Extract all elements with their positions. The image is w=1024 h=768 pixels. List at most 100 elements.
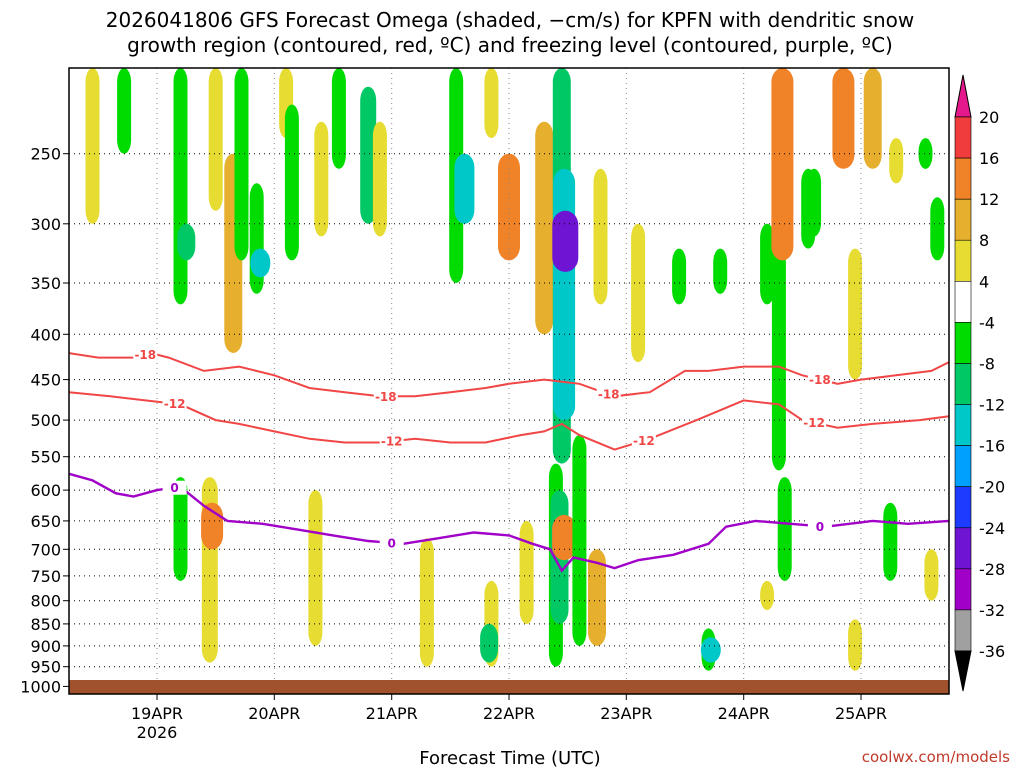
omega-feature-31 [807, 168, 822, 237]
omega-feature-36 [918, 138, 933, 169]
contour-label-bg [596, 387, 621, 402]
omega-feature-8 [250, 248, 271, 278]
colorbar-label-0: 20 [979, 108, 999, 127]
omega-feature-49 [572, 435, 587, 646]
y-tick-label-400: 400 [30, 325, 61, 344]
omega-feature-41 [308, 490, 323, 646]
y-tick-label-650: 650 [30, 512, 61, 531]
omega-feature-11 [314, 121, 329, 237]
colorbar-top-arrow [954, 74, 972, 118]
contour-label-bg [802, 415, 827, 430]
contour-label-1-0: -12 [164, 397, 186, 411]
contour-label-bg [807, 519, 832, 534]
ground-surface [69, 680, 949, 694]
colorbar-bin-9 [954, 486, 972, 529]
x-tick-label-24APR: 24APR [718, 704, 770, 723]
y-axis-ticks: 250 300 350 400 450 500 550 600 650 700 750 800 850 9… [20, 145, 69, 696]
grid-lines [69, 68, 949, 694]
y-tick-label-850: 850 [30, 615, 61, 634]
colorbar-label-9: -20 [979, 478, 1005, 497]
omega-feature-56 [883, 502, 898, 581]
y-tick-label-550: 550 [30, 448, 61, 467]
colorbar: 20 16 12 8 4 -4 -8 -12 -16 -20 -24 -28 -32 -36 [954, 74, 1005, 692]
contour-label-bg [162, 396, 187, 411]
contour-label-bg [379, 434, 404, 449]
colorbar-label-8: -16 [979, 437, 1005, 456]
contour-label-2-0: 0 [170, 481, 178, 495]
y-tick-label-500: 500 [30, 411, 61, 430]
omega-feature-6 [234, 68, 249, 261]
chart-title-line-2: growth region (contoured, red, ºC) and f… [127, 33, 893, 57]
contour-label-0-3: -18 [809, 373, 831, 387]
colorbar-bin-10 [954, 527, 972, 570]
y-tick-label-950: 950 [30, 658, 61, 677]
x-tick-label-19APR: 19APR [131, 704, 183, 723]
omega-feature-42 [419, 538, 434, 667]
omega-feature-44 [480, 623, 499, 663]
omega-feature-13 [360, 86, 377, 224]
y-tick-label-1000: 1000 [20, 677, 61, 696]
y-tick-label-350: 350 [30, 274, 61, 293]
omega-feature-12 [331, 68, 346, 169]
x-tick-label-25APR: 25APR [835, 704, 887, 723]
contour-label-2-1: 0 [388, 536, 396, 550]
contour-label-bg [373, 389, 398, 404]
colorbar-bin-12 [954, 609, 972, 652]
omega-feature-50 [588, 549, 606, 646]
colorbar-bottom-arrow [954, 650, 972, 692]
y-tick-label-250: 250 [30, 145, 61, 164]
x-axis-label: Forecast Time (UTC) [419, 748, 600, 768]
contour-label-1-1: -12 [381, 435, 403, 449]
contour-label-0-0: -18 [134, 348, 156, 362]
omega-feature-23 [593, 168, 608, 305]
colorbar-label-1: 16 [979, 149, 999, 168]
omega-feature-3 [177, 223, 196, 261]
chart-title-line-1: 2026041806 GFS Forecast Omega (shaded, −… [106, 8, 915, 32]
contour-label-0-2: -18 [598, 388, 620, 402]
colorbar-bin-5 [954, 322, 972, 364]
colorbar-label-12: -32 [979, 601, 1005, 620]
omega-feature-55 [848, 619, 863, 671]
colorbar-bin-1 [954, 157, 972, 200]
omega-feature-54 [760, 580, 775, 611]
colorbar-label-2: 12 [979, 190, 999, 209]
colorbar-bin-8 [954, 445, 972, 488]
contour-label-0-1: -18 [375, 390, 397, 404]
omega-feature-57 [924, 549, 939, 601]
colorbar-label-6: -8 [979, 355, 995, 374]
y-tick-label-900: 900 [30, 637, 61, 656]
omega-feature-2 [173, 68, 188, 305]
omega-feature-18 [498, 153, 520, 261]
contour-label-bg [379, 535, 404, 550]
x-tick-sublabel: 2026 [137, 723, 178, 742]
omega-feature-53 [777, 477, 792, 581]
contour-label-1-3: -12 [803, 416, 825, 430]
colorbar-label-3: 8 [979, 231, 989, 250]
colorbar-bin-11 [954, 568, 972, 611]
colorbar-label-11: -28 [979, 560, 1005, 579]
omega-feature-28 [771, 248, 786, 471]
x-tick-label-22APR: 22APR [483, 704, 535, 723]
y-tick-label-750: 750 [30, 567, 61, 586]
omega-feature-10 [284, 104, 299, 261]
colorbar-label-13: -36 [979, 642, 1005, 661]
omega-feature-29 [771, 68, 794, 261]
omega-feature-33 [848, 248, 863, 380]
omega-feature-1 [117, 68, 132, 154]
y-tick-label-600: 600 [30, 481, 61, 500]
omega-feature-17 [484, 68, 499, 139]
omega-feature-24 [631, 223, 646, 363]
omega-feature-37 [930, 197, 945, 261]
colorbar-label-10: -24 [979, 519, 1005, 538]
contour-label-bg [631, 433, 656, 448]
contour-dgz-1 [68, 391, 950, 451]
credit-text: coolwx.com/models [862, 748, 1010, 766]
omega-feature-32 [832, 68, 855, 169]
omega-feature-27 [760, 223, 775, 305]
omega-feature-4 [208, 68, 223, 211]
omega-feature-16 [454, 153, 475, 224]
y-tick-label-700: 700 [30, 540, 61, 559]
y-tick-label-300: 300 [30, 215, 61, 234]
colorbar-label-5: -4 [979, 313, 995, 332]
colorbar-label-4: 4 [979, 272, 989, 291]
